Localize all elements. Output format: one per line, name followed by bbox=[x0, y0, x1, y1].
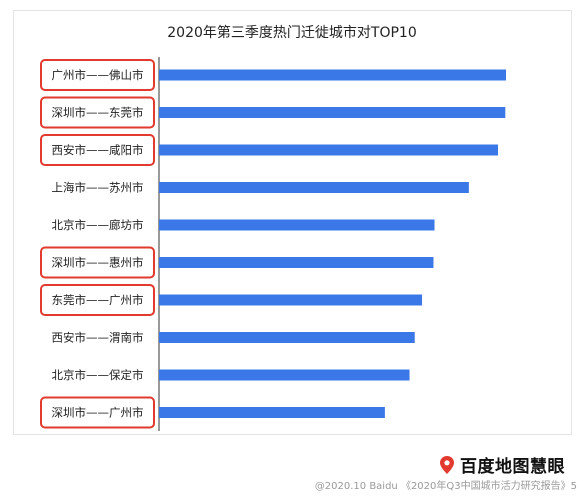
bar bbox=[159, 107, 506, 118]
location-pin-icon bbox=[440, 455, 454, 474]
category-label: 西安市——渭南市 bbox=[52, 331, 144, 345]
footer-note: @2020.10 Baidu 《2020年Q3中国城市活力研究报告》5 bbox=[314, 481, 577, 492]
highlight-box bbox=[40, 134, 155, 166]
category-label: 东莞市——广州市 bbox=[52, 293, 144, 307]
highlight-box bbox=[40, 246, 155, 279]
category-label: 上海市——苏州市 bbox=[52, 181, 144, 195]
highlight-box bbox=[40, 284, 155, 316]
highlight-box bbox=[40, 396, 155, 429]
category-label: 深圳市——广州市 bbox=[52, 406, 144, 420]
category-label: 北京市——保定市 bbox=[52, 368, 144, 382]
chart-card: 2020年第三季度热门迁徙城市对TOP10 广州市——佛山市 深圳市——东莞市 西安… bbox=[13, 10, 572, 435]
category-label: 西安市——咸阳市 bbox=[52, 143, 144, 157]
bar bbox=[159, 144, 499, 156]
bar-chart: 2020年第三季度热门迁徙城市对TOP10 广州市——佛山市深圳市——东莞市西安… bbox=[40, 24, 506, 431]
highlight-box bbox=[40, 59, 155, 91]
highlight-box bbox=[40, 96, 155, 129]
category-label: 深圳市——惠州市 bbox=[52, 256, 144, 270]
brand-name: 百度地图慧眼 bbox=[460, 457, 565, 477]
bar bbox=[159, 369, 410, 381]
chart-title: 2020年第三季度热门迁徙城市对TOP10 bbox=[167, 24, 416, 41]
bar bbox=[159, 69, 506, 81]
bar bbox=[159, 182, 469, 193]
brand-logo: 百度地图慧眼 bbox=[440, 452, 565, 477]
bar bbox=[159, 294, 423, 306]
category-label: 深圳市——东莞市 bbox=[52, 106, 144, 120]
bar bbox=[159, 257, 434, 268]
category-label: 广州市——佛山市 bbox=[52, 68, 144, 82]
bar bbox=[159, 332, 415, 343]
category-label: 北京市——廊坊市 bbox=[52, 218, 144, 232]
bar bbox=[159, 407, 385, 418]
bar bbox=[159, 219, 435, 231]
